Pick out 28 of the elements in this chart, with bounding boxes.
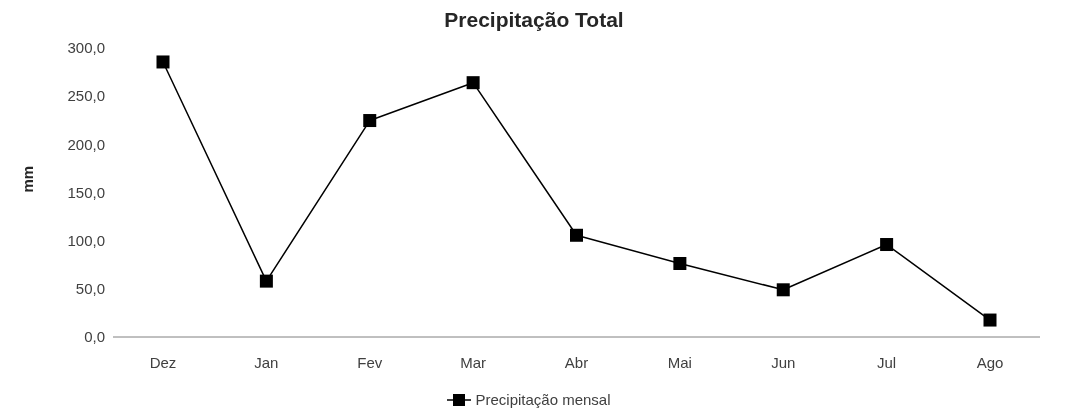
y-tick-label: 300,0	[67, 39, 105, 57]
x-tick-label: Mai	[667, 353, 692, 371]
y-tick-label: 200,0	[67, 135, 105, 153]
x-tick-label: Fev	[357, 353, 383, 371]
x-tick-label: Jul	[877, 353, 897, 371]
point	[776, 283, 790, 297]
point	[259, 274, 273, 288]
point	[156, 55, 170, 69]
y-axis-title: mm	[19, 165, 37, 193]
point	[983, 313, 997, 327]
point	[673, 257, 687, 270]
y-tick-label: 250,0	[67, 87, 105, 105]
chart-title: Precipitação Total	[443, 8, 625, 33]
y-tick-label: 100,0	[67, 231, 105, 249]
point	[363, 114, 377, 128]
x-tick-label: Jan	[254, 353, 279, 371]
x-tick-label: Mar	[460, 353, 487, 371]
legend-label: Precipitação mensal	[474, 391, 611, 408]
point	[570, 228, 583, 242]
x-tick-label: Dez	[149, 353, 177, 371]
y-tick-label: 0,0	[84, 328, 105, 346]
x-tick-label: Jun	[771, 353, 796, 371]
y-tick-label: 150,0	[67, 183, 105, 201]
y-tick-label: 50,0	[75, 280, 105, 298]
x-tick-label: Abr	[564, 353, 589, 371]
point	[880, 238, 894, 252]
x-tick-label: Ago	[976, 353, 1004, 371]
point	[466, 76, 480, 90]
